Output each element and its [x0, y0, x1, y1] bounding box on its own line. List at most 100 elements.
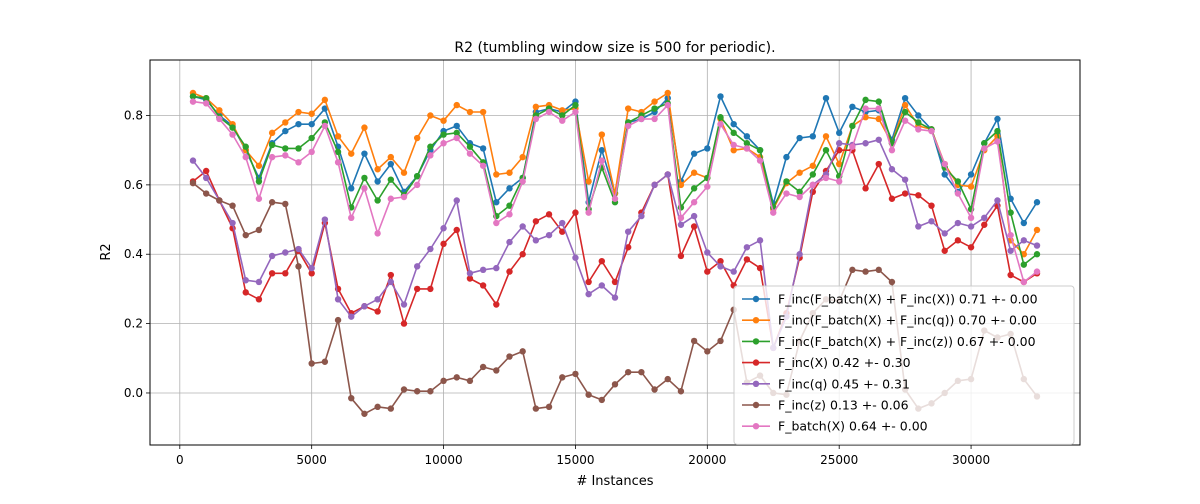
data-point — [915, 223, 922, 230]
data-point — [664, 375, 671, 383]
data-point — [651, 386, 658, 393]
legend-label: F_inc(z) 0.13 +- 0.06 — [778, 398, 909, 413]
legend-item: F_inc(F_batch(X) + F_inc(X)) 0.71 +- 0.0… — [742, 292, 1038, 307]
data-point — [822, 146, 830, 154]
data-point — [875, 136, 882, 143]
data-point — [374, 166, 381, 173]
data-point — [704, 145, 711, 152]
data-point — [967, 183, 975, 190]
data-point — [572, 101, 579, 109]
data-point — [453, 129, 460, 137]
data-point — [585, 290, 592, 298]
data-point — [809, 162, 817, 169]
legend-box — [733, 285, 1075, 445]
data-point — [361, 303, 368, 310]
legend-label: F_inc(X) 0.42 +- 0.30 — [778, 355, 911, 370]
data-point — [677, 221, 685, 228]
data-point — [941, 160, 948, 168]
data-point — [901, 190, 909, 197]
data-point — [427, 388, 434, 395]
data-point — [730, 146, 737, 154]
series-group — [189, 93, 1041, 268]
data-point — [321, 358, 329, 365]
data-point — [1033, 242, 1041, 249]
data-point — [334, 148, 342, 156]
data-point — [229, 202, 236, 209]
data-point — [189, 157, 197, 164]
data-point — [875, 115, 882, 123]
data-point — [901, 108, 909, 116]
data-point — [783, 178, 790, 185]
data-point — [875, 266, 882, 274]
data-point — [413, 134, 421, 142]
data-point — [1020, 237, 1028, 244]
data-point — [242, 143, 249, 150]
data-point — [624, 368, 632, 376]
data-point — [849, 122, 856, 130]
data-point — [189, 93, 197, 100]
data-point — [202, 174, 210, 182]
data-point — [202, 100, 210, 107]
y-tick-label: 0.6 — [124, 178, 143, 192]
data-point — [743, 244, 751, 251]
data-point — [756, 237, 764, 244]
legend-swatch-marker — [752, 317, 760, 324]
plot-frame — [149, 59, 1081, 446]
data-point — [479, 266, 487, 274]
data-point — [229, 219, 236, 227]
data-point — [466, 377, 474, 385]
data-point — [796, 134, 803, 142]
data-point — [308, 270, 315, 277]
data-point — [453, 374, 460, 381]
data-point — [954, 178, 962, 185]
data-point — [202, 94, 210, 102]
data-point — [559, 117, 566, 124]
data-point — [559, 374, 566, 381]
data-point — [875, 98, 882, 105]
data-point — [1007, 271, 1014, 279]
data-point — [506, 185, 513, 192]
data-point — [308, 264, 315, 272]
data-point — [532, 115, 540, 123]
data-point — [677, 181, 685, 189]
data-point — [598, 146, 606, 154]
data-point — [743, 133, 751, 140]
data-point — [1020, 219, 1028, 227]
data-point — [624, 228, 632, 235]
data-point — [242, 289, 249, 296]
data-point — [413, 172, 421, 180]
data-point — [387, 160, 395, 168]
legend: F_inc(F_batch(X) + F_inc(X)) 0.71 +- 0.0… — [733, 285, 1075, 445]
data-point — [928, 218, 935, 225]
legend-label: F_batch(X) 0.64 +- 0.00 — [778, 419, 928, 434]
data-point — [704, 249, 711, 256]
y-tick-label: 0.0 — [124, 386, 143, 400]
data-point — [268, 199, 276, 206]
data-point — [387, 278, 395, 286]
data-point — [954, 190, 962, 197]
data-point — [651, 98, 658, 105]
data-point — [981, 214, 988, 222]
data-point — [242, 153, 249, 161]
x-axis-label: # Instances — [576, 474, 653, 489]
data-point — [638, 115, 645, 123]
data-point — [387, 176, 395, 183]
data-point — [756, 146, 764, 154]
series-layer — [189, 89, 1041, 417]
data-point — [888, 195, 896, 202]
data-point — [308, 360, 315, 367]
data-point — [374, 197, 381, 204]
data-point — [730, 268, 737, 275]
data-point — [611, 294, 619, 301]
data-point — [229, 124, 236, 131]
data-point — [928, 202, 935, 209]
series-group — [189, 89, 1041, 258]
data-point — [849, 266, 856, 274]
data-point — [611, 195, 619, 202]
x-tick-label: 30000 — [952, 453, 990, 467]
data-point — [295, 108, 302, 116]
data-point — [282, 249, 289, 256]
data-point — [981, 145, 988, 152]
data-point — [282, 127, 289, 135]
